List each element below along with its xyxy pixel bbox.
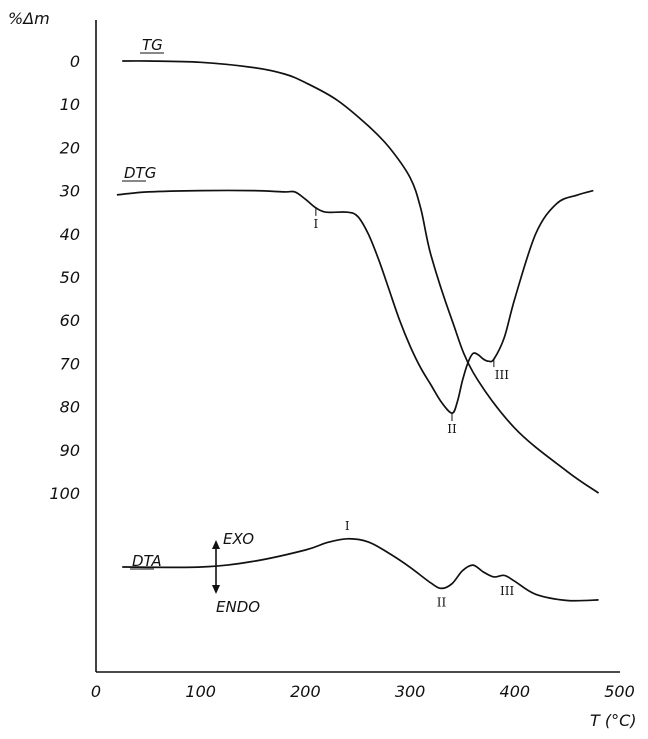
y-tick-label: 40 (60, 225, 80, 244)
x-tick-label: 100 (185, 682, 216, 701)
y-tick-label: 90 (60, 441, 80, 460)
peak-marker-label: II (437, 595, 447, 609)
y-tick-label: 100 (49, 484, 80, 503)
y-tick-label: 20 (60, 138, 80, 157)
x-axis-label: T (°C) (590, 711, 637, 730)
y-tick-label: 10 (60, 95, 80, 114)
x-tick-label: 500 (604, 682, 635, 701)
y-tick-label: 60 (60, 311, 80, 330)
exo-arrowhead-icon (212, 540, 220, 549)
peak-marker-label: III (495, 368, 509, 382)
y-tick-label: 80 (60, 398, 80, 417)
series-lines (116, 60, 600, 602)
x-tick-label: 0 (91, 682, 101, 701)
x-tick-label: 300 (395, 682, 426, 701)
exo-endo-indicator: EXO ENDO (212, 530, 260, 616)
exo-label: EXO (223, 530, 254, 548)
y-tick-label: 30 (60, 182, 80, 201)
x-tick-label: 400 (500, 682, 531, 701)
series-line-dta (122, 537, 599, 602)
y-tick-label: 0 (70, 52, 80, 71)
x-tick-label: 200 (290, 682, 321, 701)
peak-marker-label: III (500, 584, 514, 598)
endo-label: ENDO (216, 598, 260, 616)
y-axis-label: %Δm (8, 9, 50, 28)
series-line-dtg (116, 189, 594, 414)
peak-marker-label: II (447, 422, 457, 436)
series-labels: TG DTG DTA (122, 36, 164, 570)
series-label-dtg: DTG (124, 164, 156, 182)
series-label-dta: DTA (132, 552, 162, 570)
y-tick-labels: 0 10 20 30 40 50 60 70 80 90 100 (49, 52, 80, 503)
series-line-tg (122, 60, 600, 494)
series-label-tg: TG (142, 36, 163, 54)
y-tick-label: 70 (60, 354, 80, 373)
peak-marker-label: I (313, 217, 318, 231)
peak-marker-label: I (345, 519, 350, 533)
x-tick-labels: 0 100 200 300 400 500 (91, 682, 635, 701)
endo-arrowhead-icon (212, 585, 220, 594)
y-tick-label: 50 (60, 268, 80, 287)
